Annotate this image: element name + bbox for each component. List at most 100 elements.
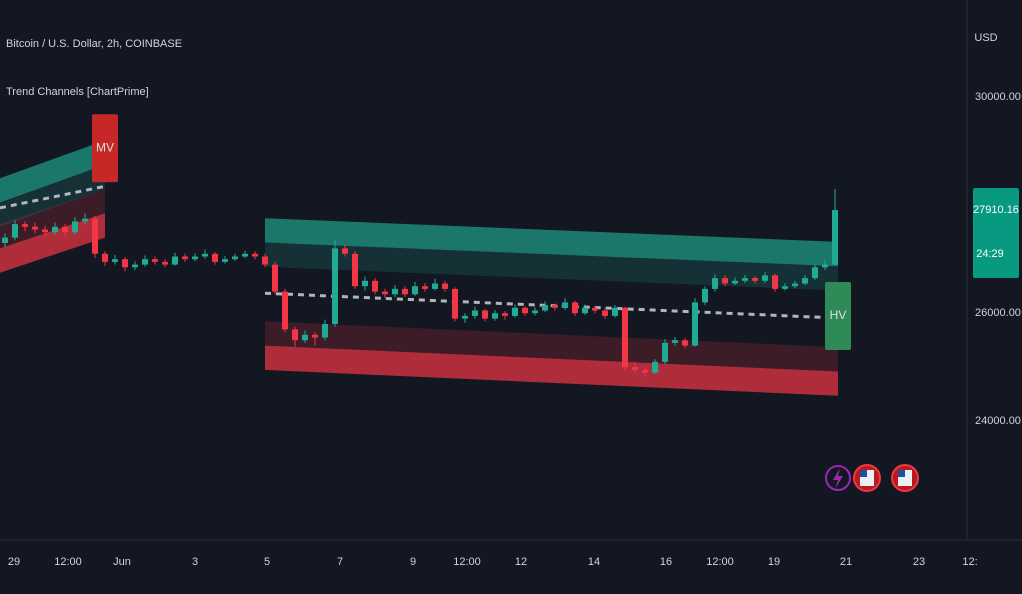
candle-body xyxy=(92,218,98,254)
candle-body xyxy=(672,340,678,343)
x-tick-label: 12: xyxy=(962,556,977,568)
candle-body xyxy=(382,291,388,295)
candle-body xyxy=(432,283,438,289)
channel-label: MV xyxy=(96,140,114,154)
candle-body xyxy=(342,248,348,254)
candle-body xyxy=(332,248,338,324)
candle-body xyxy=(2,237,8,243)
last-price: 27910.16 xyxy=(973,204,1019,216)
candle-body xyxy=(782,286,788,289)
x-tick-label: 29 xyxy=(8,556,20,568)
x-tick-label: 14 xyxy=(588,556,600,568)
upper-band xyxy=(265,218,838,267)
candle-body xyxy=(52,226,58,233)
candle-body xyxy=(72,221,78,233)
x-tick-label: 23 xyxy=(913,556,925,568)
candle-body xyxy=(512,307,518,316)
candle-body xyxy=(832,210,838,265)
candle-body xyxy=(442,283,448,289)
candle-body xyxy=(82,218,88,222)
y-tick-label: 26000.00 xyxy=(975,307,1021,319)
candle-body xyxy=(542,305,548,311)
y-tick-label: 30000.00 xyxy=(975,91,1021,103)
candle-body xyxy=(632,367,638,370)
y-tick-label: 24000.00 xyxy=(975,415,1021,427)
candle-body xyxy=(812,267,818,279)
candle-body xyxy=(402,288,408,295)
candle-body xyxy=(762,275,768,281)
currency-label: USD xyxy=(974,32,997,44)
candle-body xyxy=(262,256,268,265)
x-tick-label: 3 xyxy=(192,556,198,568)
candle-body xyxy=(692,302,698,346)
candle-body xyxy=(462,315,468,319)
x-tick-label: 19 xyxy=(768,556,780,568)
event-icon[interactable] xyxy=(825,465,851,491)
candle-body xyxy=(142,259,148,265)
candle-body xyxy=(112,259,118,262)
last-price-box xyxy=(973,188,1019,279)
flag-icon xyxy=(860,470,867,477)
x-tick-label: 5 xyxy=(264,556,270,568)
lower-band-inner xyxy=(0,189,105,249)
candle-body xyxy=(522,307,528,314)
candle-body xyxy=(412,286,418,295)
candle-body xyxy=(102,253,108,262)
upper-band xyxy=(0,140,105,203)
candle-body xyxy=(712,278,718,289)
channel-label: HV xyxy=(830,308,847,322)
candle-body xyxy=(352,253,358,287)
indicator-name: Trend Channels [ChartPrime] xyxy=(6,86,149,98)
x-tick-label: 12:00 xyxy=(706,556,734,568)
plot-area: MV HV xyxy=(0,114,851,396)
candle-body xyxy=(722,278,728,284)
flag-icon xyxy=(898,470,905,477)
candle-body xyxy=(282,291,288,330)
candle-body xyxy=(472,310,478,316)
x-tick-label: 9 xyxy=(410,556,416,568)
candle-body xyxy=(772,275,778,289)
candle-body xyxy=(12,224,18,238)
candle-body xyxy=(662,342,668,362)
x-tick-label: Jun xyxy=(113,556,131,568)
lightning-icon xyxy=(833,468,843,489)
candle-body xyxy=(612,307,618,316)
candle-body xyxy=(592,307,598,311)
candle-body xyxy=(792,283,798,287)
mid-line xyxy=(264,291,839,320)
candle-body xyxy=(732,280,738,284)
candle-body xyxy=(322,324,328,338)
candle-body xyxy=(182,256,188,260)
event-icons xyxy=(825,464,919,492)
candle-body xyxy=(162,261,168,265)
candle-body xyxy=(42,229,48,233)
candle-body xyxy=(552,305,558,308)
bar-countdown: 24:29 xyxy=(976,248,1004,260)
candle-body xyxy=(802,278,808,284)
x-tick-label: 12 xyxy=(515,556,527,568)
x-tick-label: 16 xyxy=(660,556,672,568)
mid-line xyxy=(0,184,106,210)
channel-label-box xyxy=(92,114,118,183)
candle-body xyxy=(232,256,238,260)
lower-band-inner xyxy=(265,321,838,372)
candle-body xyxy=(602,310,608,316)
candle-body xyxy=(702,288,708,303)
candle-body xyxy=(292,329,298,341)
x-tick-label: 12:00 xyxy=(453,556,481,568)
candle-body xyxy=(172,256,178,265)
candle-body xyxy=(452,288,458,319)
candle-body xyxy=(312,334,318,338)
candle-body xyxy=(392,288,398,295)
x-tick-label: 7 xyxy=(337,556,343,568)
candle-body xyxy=(372,280,378,292)
candle-body xyxy=(362,280,368,287)
upper-band-inner xyxy=(265,242,838,291)
candle-body xyxy=(652,361,658,373)
chart-title: Bitcoin / U.S. Dollar, 2h, COINBASE xyxy=(6,38,182,50)
channel-label-box xyxy=(825,282,851,351)
candle-body xyxy=(272,264,278,292)
candle-body xyxy=(622,307,628,368)
candle-body xyxy=(22,224,28,227)
